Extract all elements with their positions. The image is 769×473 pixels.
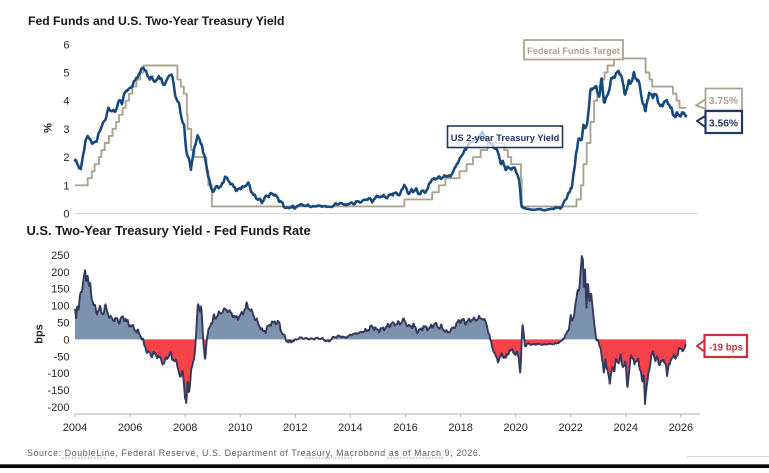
svg-text:2016: 2016 (393, 422, 417, 434)
svg-text:2024: 2024 (614, 422, 638, 434)
svg-text:50: 50 (57, 318, 69, 330)
svg-text:100: 100 (51, 301, 69, 313)
svg-text:2: 2 (63, 152, 69, 164)
svg-text:2014: 2014 (338, 422, 362, 434)
svg-text:-100: -100 (47, 368, 69, 380)
svg-text:6: 6 (63, 39, 69, 51)
svg-text:2022: 2022 (558, 422, 582, 434)
svg-text:US 2-year Treasury Yield: US 2-year Treasury Yield (451, 133, 560, 143)
svg-text:2012: 2012 (283, 422, 307, 434)
svg-text:2006: 2006 (118, 422, 142, 434)
svg-text:2026: 2026 (669, 422, 693, 434)
svg-text:1: 1 (63, 180, 69, 192)
svg-text:250: 250 (51, 250, 69, 262)
svg-text:2018: 2018 (448, 422, 472, 434)
svg-text:-150: -150 (47, 385, 69, 397)
svg-text:U.S. Two-Year Treasury Yield -: U.S. Two-Year Treasury Yield - Fed Funds… (27, 223, 311, 238)
svg-text:-19 bps: -19 bps (709, 343, 743, 354)
svg-text:200: 200 (51, 267, 69, 279)
svg-text:3.75%: 3.75% (709, 96, 738, 107)
svg-text:Fed Funds and U.S. Two-Year Tr: Fed Funds and U.S. Two-Year Treasury Yie… (28, 14, 284, 28)
svg-text:%: % (43, 123, 55, 133)
svg-text:3: 3 (63, 124, 69, 136)
svg-text:Source: DoubleLine, Federal Re: Source: DoubleLine, Federal Reserve, U.S… (27, 448, 481, 458)
svg-text:-200: -200 (47, 402, 69, 414)
svg-text:bps: bps (34, 324, 46, 344)
svg-text:0: 0 (63, 209, 69, 221)
svg-text:2010: 2010 (228, 422, 252, 434)
svg-text:4: 4 (63, 96, 69, 108)
svg-text:-50: -50 (54, 351, 70, 363)
svg-text:3.56%: 3.56% (709, 119, 738, 130)
svg-text:2008: 2008 (173, 422, 197, 434)
svg-text:5: 5 (63, 68, 69, 80)
svg-text:Federal Funds Target: Federal Funds Target (527, 46, 620, 56)
svg-text:2020: 2020 (503, 422, 527, 434)
svg-text:150: 150 (51, 284, 69, 296)
svg-text:0: 0 (63, 334, 69, 346)
svg-text:2004: 2004 (63, 422, 87, 434)
